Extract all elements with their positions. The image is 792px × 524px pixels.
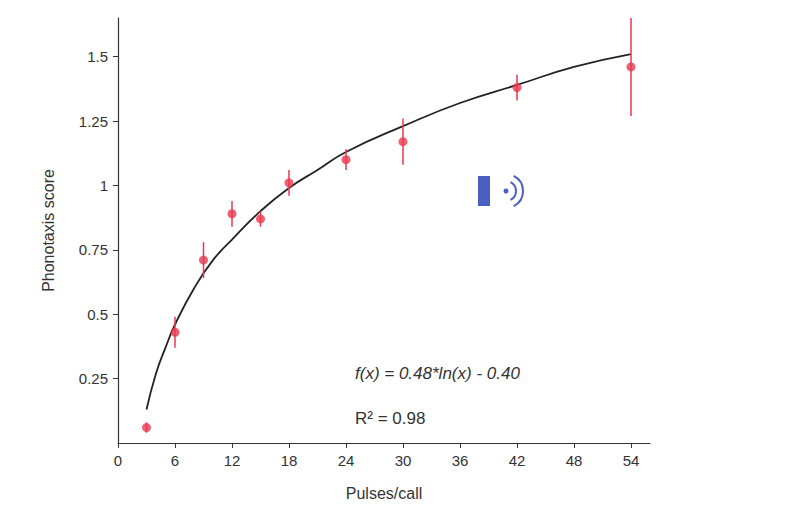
svg-text:12: 12	[224, 452, 241, 469]
svg-text:R² = 0.98: R² = 0.98	[355, 409, 425, 428]
svg-text:48: 48	[566, 452, 583, 469]
svg-text:30: 30	[395, 452, 412, 469]
svg-text:0.75: 0.75	[79, 241, 108, 258]
svg-text:Pulses/call: Pulses/call	[346, 485, 422, 502]
svg-text:18: 18	[281, 452, 298, 469]
svg-text:1: 1	[100, 177, 108, 194]
svg-text:6: 6	[171, 452, 179, 469]
svg-text:24: 24	[338, 452, 355, 469]
svg-text:54: 54	[623, 452, 640, 469]
svg-text:f(x) = 0.48*ln(x) - 0.40: f(x) = 0.48*ln(x) - 0.40	[355, 364, 520, 383]
svg-text:1.5: 1.5	[87, 48, 108, 65]
svg-text:Phonotaxis score: Phonotaxis score	[40, 169, 57, 292]
svg-text:0.5: 0.5	[87, 306, 108, 323]
svg-text:36: 36	[452, 452, 469, 469]
svg-text:0: 0	[114, 452, 122, 469]
svg-text:0.25: 0.25	[79, 370, 108, 387]
svg-text:1.25: 1.25	[79, 113, 108, 130]
svg-text:42: 42	[509, 452, 526, 469]
